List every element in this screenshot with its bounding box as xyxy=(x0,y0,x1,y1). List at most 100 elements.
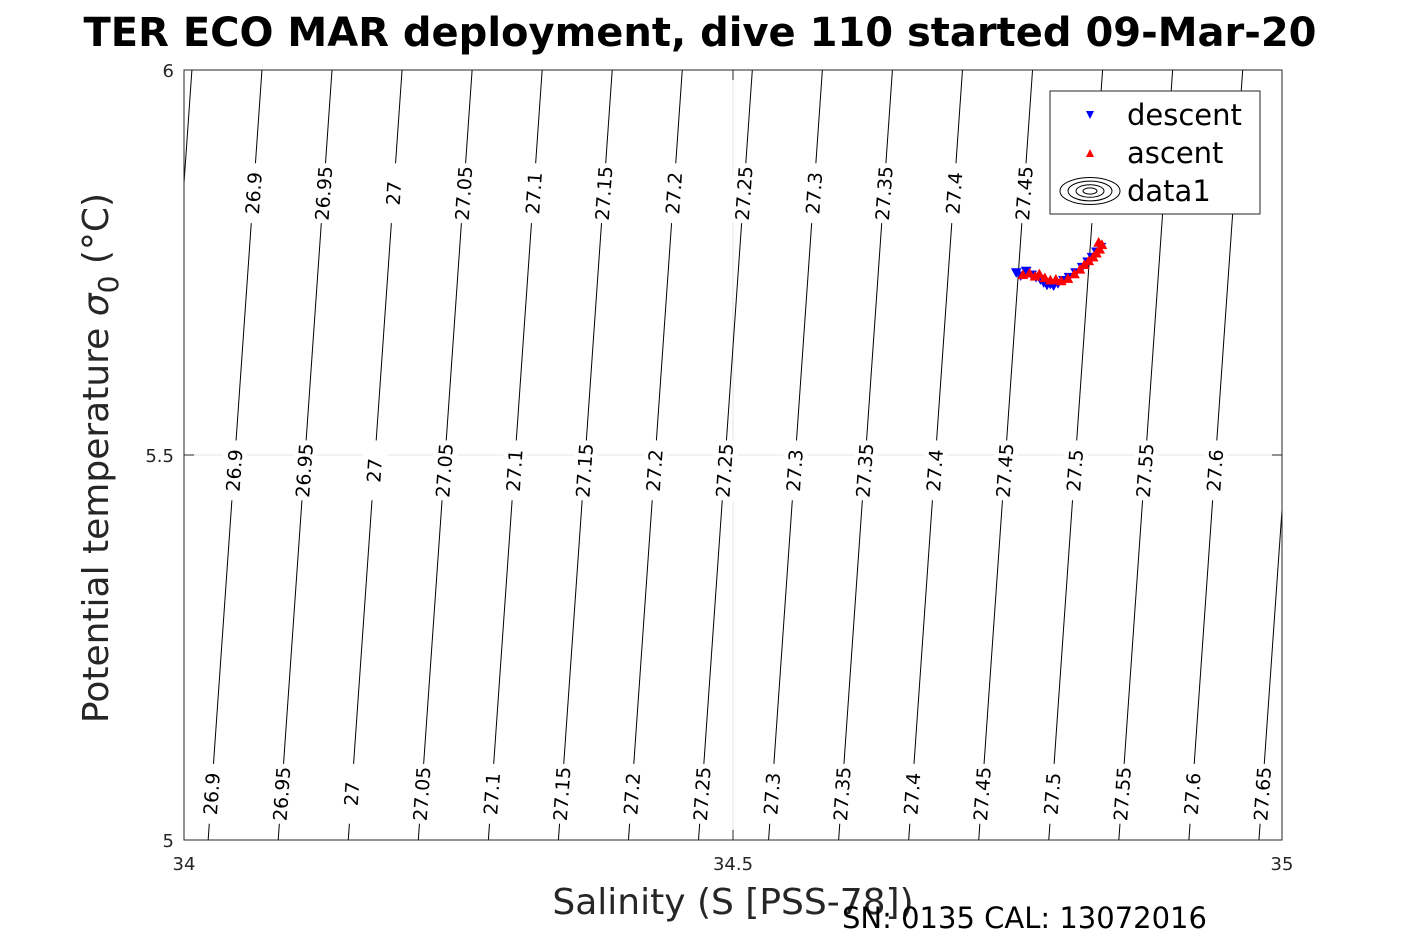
contour-label-background xyxy=(589,162,618,224)
contour-label-text: 27.2 xyxy=(662,171,687,215)
ascent-point xyxy=(1039,272,1051,283)
y-axis-label-unit: (°C) xyxy=(76,193,117,276)
contour-label: 26.9 xyxy=(197,763,226,825)
legend-data1-label: data1 xyxy=(1127,174,1211,208)
x-tick-label: 35 xyxy=(1271,854,1294,875)
contour-label-background xyxy=(360,439,389,502)
contour-label-background xyxy=(1060,439,1089,502)
contour-label: 27.6 xyxy=(1178,763,1207,825)
contour-label-text: 27.05 xyxy=(452,165,478,221)
contour-label-background xyxy=(1248,763,1277,825)
contour-label: 27.15 xyxy=(547,763,576,825)
contour-label-text: 27.35 xyxy=(872,165,898,221)
contour-label-background xyxy=(449,162,478,224)
contour-label-background xyxy=(407,763,436,825)
ascent-point xyxy=(1024,267,1035,278)
contour-label-text: 26.95 xyxy=(292,443,318,499)
contour-label-background xyxy=(939,162,968,224)
contour-label: 27.2 xyxy=(617,763,646,825)
contour-label-background xyxy=(267,763,296,825)
contour-label-background xyxy=(920,439,949,502)
footer-serial-calibration: SN: 0135 CAL: 13072016 xyxy=(842,901,1207,935)
contour-label: 27.4 xyxy=(939,162,968,224)
density-contours: 26.9 26.95 27 27.05 27.1 27.15 27.2 27.25 27.3 27… xyxy=(183,69,1283,841)
contour-label: 27.45 xyxy=(1009,162,1038,224)
contour-label-text: 27.15 xyxy=(572,443,598,499)
contour-label-background xyxy=(710,439,739,502)
contour-label-background xyxy=(547,763,576,825)
contour-label: 26.9 xyxy=(219,439,249,502)
contour-label-background xyxy=(197,763,226,825)
ascent-point xyxy=(1033,268,1045,279)
contour-label-text: 27.45 xyxy=(993,443,1019,499)
contour-label-background xyxy=(617,763,646,825)
contour-label-text: 27.15 xyxy=(550,766,576,822)
contour-label: 27.3 xyxy=(799,162,828,224)
contour-label-background xyxy=(850,439,879,502)
contour-label-background xyxy=(659,162,688,224)
contour-label-text: 27.25 xyxy=(690,766,716,822)
contour-label-background xyxy=(729,162,758,224)
contour-label: 27.55 xyxy=(1108,763,1137,825)
contour-label-background xyxy=(379,162,408,224)
contour-label-text: 27.3 xyxy=(802,171,827,215)
contour-label: 27.1 xyxy=(519,162,548,224)
legend-contour-marker xyxy=(1082,187,1098,195)
contour-label-background xyxy=(1009,162,1038,224)
contour-label-text: 27.55 xyxy=(1133,443,1159,499)
contour-label-text: 27.05 xyxy=(432,443,458,499)
contour-label-background xyxy=(477,763,506,825)
contour-label: 27 xyxy=(337,763,366,825)
contour-label-background xyxy=(1178,763,1207,825)
y-tick-label: 5.5 xyxy=(145,446,174,467)
contour-label: 27.3 xyxy=(780,439,809,502)
y-tick-label: 6 xyxy=(163,61,174,82)
data-points xyxy=(1010,236,1108,292)
contour-label-background xyxy=(897,763,926,825)
contour-label: 27.15 xyxy=(570,439,599,502)
y-axis-label-sigma: σ xyxy=(76,292,117,316)
contour-label: 27.4 xyxy=(920,439,949,502)
contour-label-text: 27.35 xyxy=(830,766,856,822)
legend-contour-marker xyxy=(1067,180,1113,202)
ascent-point xyxy=(1093,236,1105,247)
contour-label: 27.35 xyxy=(850,439,879,502)
contour-label-background xyxy=(500,439,529,502)
contour-label: 27.45 xyxy=(990,439,1019,502)
contour-label-text: 27 xyxy=(383,180,407,206)
contour-label: 27.25 xyxy=(710,439,739,502)
contour-label-background xyxy=(757,763,786,825)
contour-label-text: 27.05 xyxy=(410,766,436,822)
contour-label-background xyxy=(640,439,669,502)
contour-label-text: 27.2 xyxy=(643,449,668,493)
contour-label-text: 27.55 xyxy=(1110,766,1136,822)
contour-label-text: 27.3 xyxy=(760,772,785,816)
x-axis-label: Salinity (S [PSS-78]) xyxy=(552,882,913,923)
contour-label-text: 27.6 xyxy=(1181,772,1206,816)
contour-label: 27.05 xyxy=(430,439,459,502)
contour-label: 26.95 xyxy=(289,439,319,502)
contour-label: 27.55 xyxy=(1130,439,1159,502)
x-tick-label: 34.5 xyxy=(713,854,753,875)
legend: descent ascent data1 xyxy=(1049,90,1261,215)
contour-label-text: 27.25 xyxy=(732,165,758,221)
contour-label-text: 27.4 xyxy=(923,449,948,493)
contour-label: 27.2 xyxy=(640,439,669,502)
contour-label: 27.35 xyxy=(827,763,856,825)
contour-label: 27.4 xyxy=(897,763,926,825)
contour-label-text: 27.25 xyxy=(712,443,738,499)
contour-label: 27.05 xyxy=(407,763,436,825)
contour-label-background xyxy=(827,763,856,825)
contour-label: 27.45 xyxy=(967,763,997,825)
contour-label-background xyxy=(570,439,599,502)
contour-label-background xyxy=(799,162,828,224)
contour-label-text: 27.1 xyxy=(503,449,528,493)
contour-label: 27.6 xyxy=(1200,439,1229,502)
contour-label-text: 27 xyxy=(363,458,387,484)
contour-label-background xyxy=(309,162,338,224)
contour-label: 27.5 xyxy=(1037,763,1067,825)
contour-label-text: 27.6 xyxy=(1203,449,1228,493)
contour-label-text: 27.35 xyxy=(853,443,879,499)
legend-contour-marker xyxy=(1075,184,1105,198)
axis-ticks: 34 34.5 35 5 5.5 6 xyxy=(145,61,1293,875)
